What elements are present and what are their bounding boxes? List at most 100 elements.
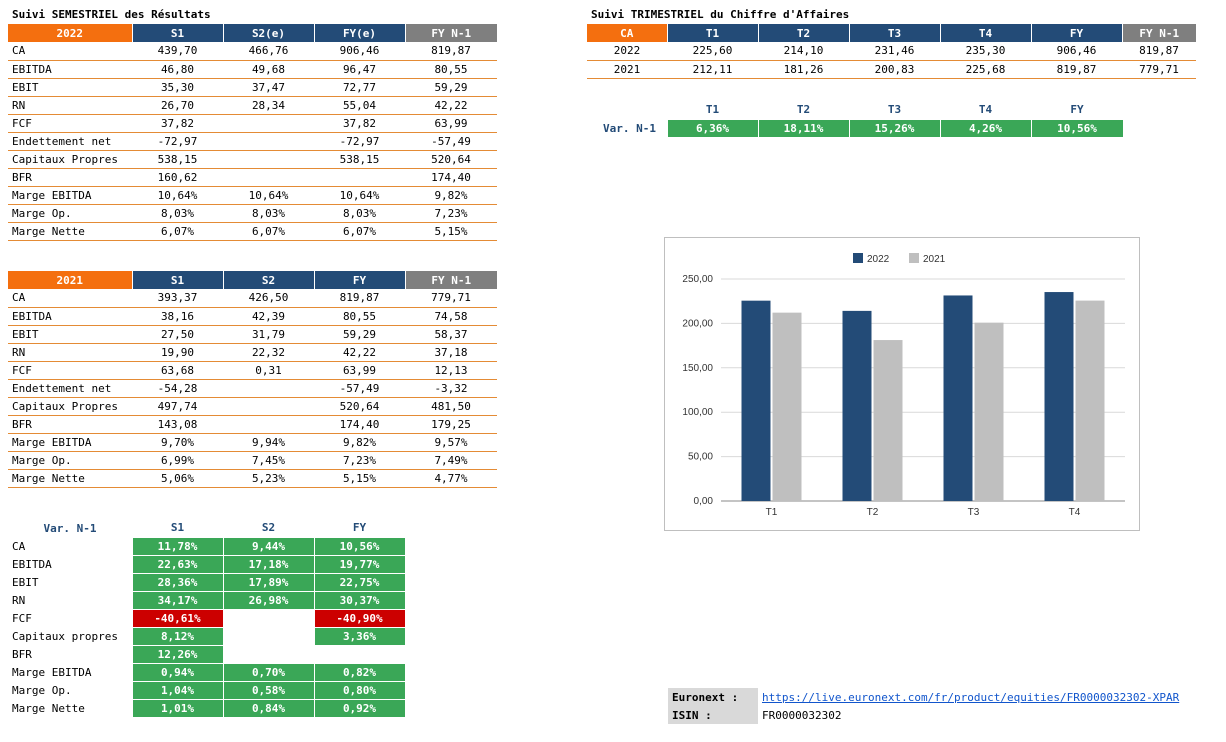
- row-label: EBITDA: [8, 307, 132, 326]
- cell: 37,47: [223, 78, 314, 97]
- cell: 26,70: [132, 96, 223, 115]
- cell: 7,45%: [223, 451, 314, 470]
- table-row: Marge EBITDA 0,94% 0,70% 0,82%: [8, 662, 406, 682]
- cell: 42,22: [405, 96, 497, 115]
- cell: 63,68: [132, 361, 223, 380]
- y-tick-label: 100,00: [682, 407, 713, 418]
- table-row: FCF 63,68 0,31 63,99 12,13: [8, 361, 497, 380]
- cell: 538,15: [314, 150, 405, 169]
- var-cell-positive: 34,17%: [131, 590, 224, 610]
- cell: 779,71: [405, 289, 497, 308]
- cell: 74,58: [405, 307, 497, 326]
- row-label: FCF: [8, 114, 132, 133]
- col-header: T2: [757, 24, 849, 42]
- cell: 12,13: [405, 361, 497, 380]
- table-row: RN 26,70 28,34 55,04 42,22: [8, 96, 497, 115]
- cell: 9,70%: [132, 433, 223, 452]
- var-cell-positive: 1,04%: [131, 680, 224, 700]
- var-cell-positive: 1,01%: [131, 698, 224, 718]
- var-cell-positive: 12,26%: [131, 644, 224, 664]
- cell: 38,16: [132, 307, 223, 326]
- cell: 22,32: [223, 343, 314, 362]
- euronext-link-text[interactable]: https://live.euronext.com/fr/product/equ…: [762, 690, 1180, 704]
- var-cell-empty: [223, 609, 314, 627]
- x-tick-label: T3: [968, 507, 980, 518]
- legend-swatch-2022: [853, 253, 863, 263]
- row-label: 2021: [587, 60, 667, 79]
- var-cell-positive: 28,36%: [131, 572, 224, 592]
- row-label: CA: [8, 289, 132, 308]
- table-row: 2022 225,60 214,10 231,46 235,30 906,46 819,87: [587, 42, 1196, 61]
- table-row: RN 34,17% 26,98% 30,37%: [8, 590, 406, 610]
- var-cell-empty: [314, 645, 405, 663]
- cell: 58,37: [405, 325, 497, 344]
- semestriel-title: Suivi SEMESTRIEL des Résultats: [12, 8, 211, 21]
- cell: 200,83: [849, 60, 940, 79]
- col-header: T3: [848, 24, 940, 42]
- cell: 46,80: [132, 60, 223, 79]
- var-cell-positive: 6,36%: [666, 118, 759, 138]
- var-cell-positive: 0,92%: [313, 698, 406, 718]
- cell: 497,74: [132, 397, 223, 416]
- table-2022: 2022 S1 S2(e) FY(e) FY N-1 CA 439,70 466,7…: [8, 24, 497, 241]
- y-tick-label: 200,00: [682, 318, 713, 329]
- legend-label: 2021: [923, 254, 946, 265]
- row-label: Marge EBITDA: [12, 665, 92, 679]
- cell: 5,15%: [405, 222, 497, 241]
- col-header: T1: [666, 24, 758, 42]
- row-label: FCF: [12, 611, 32, 625]
- table-var-trimestre: T1 T2 T3 T4 FY Var. N-1 6,36% 18,11% 15,…: [599, 101, 1124, 138]
- table-row: Capitaux Propres 497,74 520,64 481,50: [8, 397, 497, 416]
- cell: 906,46: [1031, 42, 1122, 61]
- cell: -57,49: [314, 379, 405, 398]
- cell: 80,55: [314, 307, 405, 326]
- cell: 10,64%: [314, 186, 405, 205]
- table-row: EBITDA 38,16 42,39 80,55 74,58: [8, 307, 497, 326]
- row-label: Marge EBITDA: [8, 186, 132, 205]
- cell: [223, 168, 314, 187]
- row-label: EBITDA: [8, 60, 132, 79]
- cell: 426,50: [223, 289, 314, 308]
- table-row: FCF 37,82 37,82 63,99: [8, 114, 497, 133]
- cell: 143,08: [132, 415, 223, 434]
- cell: 10,64%: [132, 186, 223, 205]
- cell: [223, 150, 314, 169]
- cell: 5,15%: [314, 469, 405, 488]
- bar-2021-T1: [772, 312, 802, 501]
- cell: 8,03%: [132, 204, 223, 223]
- table-row: BFR 143,08 174,40 179,25: [8, 415, 497, 434]
- trimestriel-header: CA T1 T2 T3 T4 FY FY N-1: [587, 24, 1196, 42]
- cell: 906,46: [314, 42, 405, 61]
- cell: 7,23%: [314, 451, 405, 470]
- table-2022-header: 2022 S1 S2(e) FY(e) FY N-1: [8, 24, 497, 42]
- table-row: RN 19,90 22,32 42,22 37,18: [8, 343, 497, 362]
- table-row: Var. N-1 6,36% 18,11% 15,26% 4,26% 10,56…: [599, 118, 1124, 138]
- var-cell-positive: 17,18%: [222, 554, 315, 574]
- cell: 19,90: [132, 343, 223, 362]
- col-header: T3: [887, 103, 902, 117]
- col-header: T4: [978, 103, 993, 117]
- x-tick-label: T4: [1069, 507, 1081, 518]
- var-cell-positive: 4,26%: [939, 118, 1032, 138]
- table-row: EBIT 27,50 31,79 59,29 58,37: [8, 325, 497, 344]
- bar-2021-T3: [974, 322, 1004, 501]
- cell: 5,06%: [132, 469, 223, 488]
- cell: 225,68: [940, 60, 1031, 79]
- row-label: RN: [8, 96, 132, 115]
- var-cell-positive: 10,56%: [313, 536, 406, 556]
- row-label: CA: [8, 42, 132, 61]
- var-cell-positive: 10,56%: [1030, 118, 1124, 138]
- year-header: 2022: [8, 24, 132, 42]
- cell: 214,10: [758, 42, 849, 61]
- bar-2022-T1: [741, 300, 771, 501]
- row-label: RN: [12, 593, 26, 607]
- cell: 31,79: [223, 325, 314, 344]
- col-header: S1: [170, 521, 185, 535]
- euronext-link[interactable]: https://live.euronext.com/fr/product/equ…: [758, 688, 1188, 706]
- cell: 819,87: [314, 289, 405, 308]
- cell: 819,87: [1122, 42, 1196, 61]
- cell: 9,94%: [223, 433, 314, 452]
- table-row: BFR 160,62 174,40: [8, 168, 497, 187]
- row-label: FCF: [8, 361, 132, 380]
- table-row: Marge Nette 6,07% 6,07% 6,07% 5,15%: [8, 222, 497, 241]
